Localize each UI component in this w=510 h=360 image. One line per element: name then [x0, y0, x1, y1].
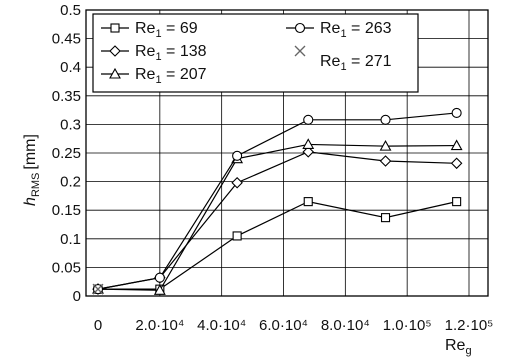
x-tick-label: 1.0·10⁵: [383, 317, 432, 334]
legend-marker: [110, 23, 120, 33]
series-line: [98, 200, 457, 290]
data-point: [92, 283, 104, 295]
plot-frame: [85, 9, 489, 297]
legend-entry: Re1 = 69: [101, 20, 198, 40]
data-point: [451, 107, 462, 119]
legend-entry: Re1 = 271: [294, 45, 392, 73]
data-point: [379, 155, 392, 167]
legend-label: Re1 = 69: [135, 20, 198, 40]
y-tick-label: 0.5: [60, 2, 81, 19]
legend-label: Re1 = 271: [320, 53, 392, 73]
data-point: [154, 272, 165, 283]
x-tick-label: 8.0·10⁴: [321, 317, 370, 334]
y-tick-label: 0.25: [52, 145, 81, 162]
data-point: [452, 197, 462, 207]
series-x: [92, 283, 104, 295]
series-line: [97, 143, 457, 291]
x-tick-label: 1.2·10⁵: [445, 317, 494, 334]
y-tick-label: 0.45: [52, 31, 81, 48]
y-tick-label: 0.4: [60, 59, 81, 76]
y-tick-label: 0.2: [60, 174, 81, 191]
y-tick-label: 0.35: [52, 88, 81, 105]
data-point: [231, 176, 243, 189]
tick-labels: 0 0.05 0.1 0.15 0.2 0.25 0.3 0.35 0.4 0.45 0.5 0 2.0…: [52, 2, 494, 334]
x-tick-label: 4.0·10⁴: [197, 317, 246, 334]
x-axis-label: Reg: [445, 337, 472, 357]
series-line: [97, 112, 457, 290]
y-tick-label: 0.1: [60, 231, 81, 248]
y-tick-label: 0.3: [60, 116, 81, 133]
data-point: [232, 231, 242, 241]
legend-box: [92, 13, 419, 93]
data-point: [450, 139, 463, 151]
data-point: [303, 197, 313, 207]
legend-marker: [109, 45, 121, 57]
legend-entry: Re1 = 207: [101, 66, 207, 86]
series-layer: [92, 107, 463, 295]
data-point: [302, 146, 315, 158]
legend-label: Re1 = 138: [135, 43, 207, 63]
y-tick-label: 0: [73, 288, 81, 305]
data-point: [380, 114, 391, 125]
data-point: [302, 138, 315, 149]
x-tick-label: 6.0·10⁴: [259, 317, 308, 334]
legend-marker: [294, 45, 306, 57]
legend-label: Re1 = 207: [135, 66, 207, 86]
y-axis-label: hRMS[mm]: [22, 134, 42, 206]
legend-marker: [109, 67, 121, 79]
legend-label: Re1 = 263: [320, 20, 392, 40]
y-tick-label: 0.05: [52, 259, 81, 276]
x-tick-label: 2.0·10⁴: [135, 317, 184, 334]
legend-entry: Re1 = 138: [101, 43, 207, 63]
legend: Re1 = 69 Re1 = 138 Re1 = 207 Re1 = 263 Re1 =…: [92, 13, 419, 93]
data-point: [232, 150, 243, 161]
y-tick-label: 0.15: [52, 202, 81, 219]
data-point: [153, 284, 166, 295]
legend-marker: [294, 22, 306, 34]
data-point: [379, 140, 392, 151]
data-point: [450, 157, 463, 170]
data-point: [380, 213, 391, 223]
x-tick-label: 0: [94, 317, 102, 334]
legend-entry: Re1 = 263: [286, 20, 392, 40]
data-point: [303, 114, 314, 125]
